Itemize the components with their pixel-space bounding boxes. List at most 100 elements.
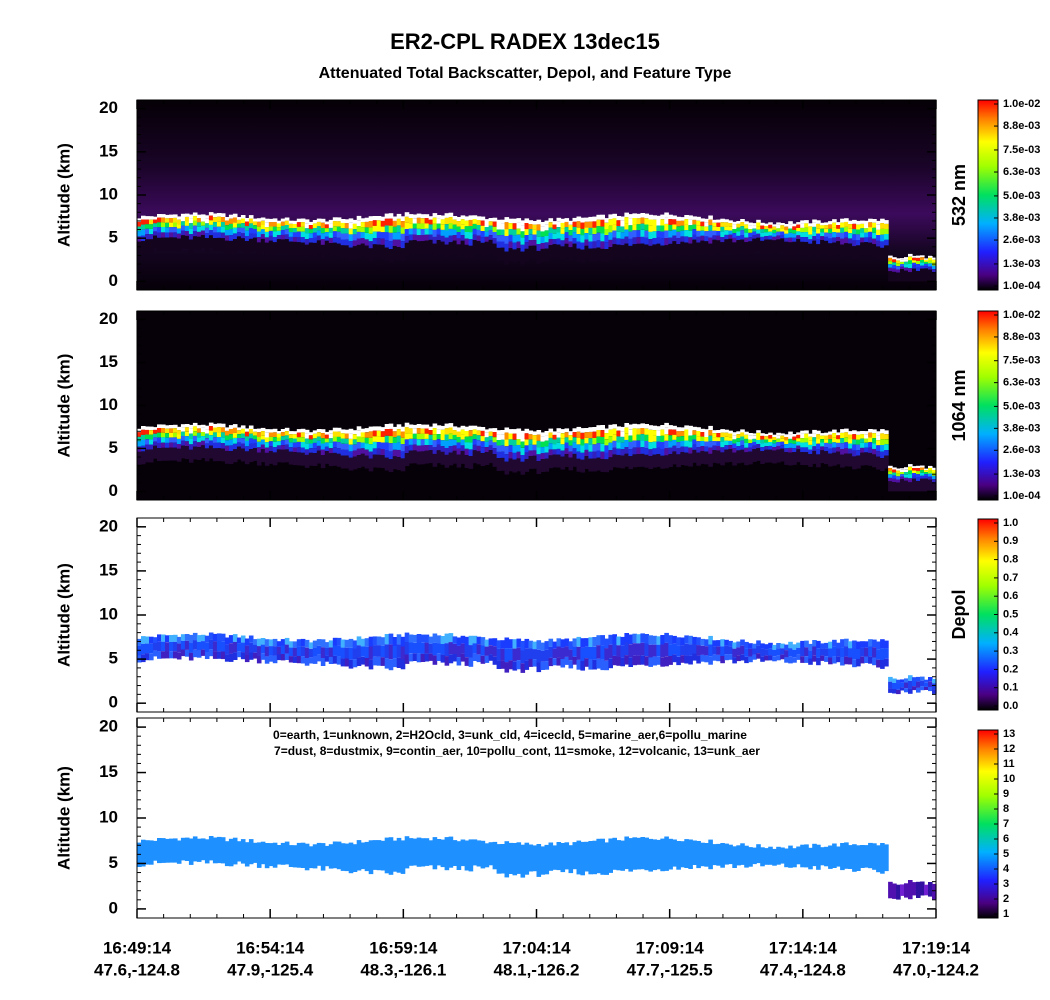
cloud-texture <box>224 435 230 441</box>
cloud-texture <box>836 241 841 255</box>
cloud-texture <box>592 234 597 242</box>
cloud-texture <box>900 687 905 691</box>
cloud-texture <box>768 446 773 450</box>
cloud-texture <box>556 842 562 871</box>
cloud-texture <box>540 459 546 472</box>
cloud-texture <box>840 227 845 233</box>
cloud-texture <box>856 455 861 469</box>
cloud-texture <box>292 656 298 663</box>
cloud-texture <box>624 212 629 218</box>
cloud-texture <box>604 242 609 249</box>
cloud-texture <box>496 452 502 459</box>
cloud-texture <box>516 428 522 433</box>
cloud-texture <box>804 647 809 657</box>
cloud-texture <box>628 838 633 872</box>
cloud-texture <box>488 221 494 226</box>
cloud-texture <box>872 433 877 439</box>
cloud-texture <box>300 638 306 647</box>
cloud-texture <box>420 218 426 224</box>
cloud-texture <box>224 445 230 451</box>
cloud-texture <box>548 239 554 246</box>
cloud-texture <box>340 222 346 229</box>
cloud-texture <box>480 220 486 226</box>
cloud-texture <box>444 656 450 666</box>
cloud-texture <box>224 637 230 645</box>
cloud-texture <box>692 229 697 235</box>
cloud-texture <box>880 433 885 440</box>
x-tick-label: 17:09:14 <box>636 938 705 957</box>
cloud-texture <box>872 438 877 444</box>
cloud-texture <box>516 439 522 445</box>
cloud-texture <box>544 458 550 472</box>
cloud-texture <box>652 225 657 232</box>
cloud-texture <box>424 234 430 241</box>
colorbar-tick-label: 0.1 <box>1003 682 1018 694</box>
cloud-texture <box>420 214 426 219</box>
cloud-texture <box>328 448 334 454</box>
cloud-texture <box>332 637 338 646</box>
cloud-texture <box>760 232 765 237</box>
colorbar-tick-label: 8.8e-03 <box>1003 120 1040 132</box>
cloud-texture <box>212 837 218 864</box>
cloud-texture <box>804 220 809 224</box>
cloud-texture <box>204 218 210 224</box>
cloud-texture <box>572 442 578 449</box>
cloud-texture <box>820 648 825 656</box>
cloud-texture <box>232 634 238 642</box>
cloud-texture <box>252 233 258 238</box>
cloud-texture <box>924 268 929 282</box>
cloud-texture <box>292 845 298 868</box>
cloud-texture <box>304 429 310 434</box>
cloud-texture <box>832 429 837 434</box>
cloud-texture <box>612 230 617 238</box>
colorbar-tick-label: 2.6e-03 <box>1003 234 1040 246</box>
cloud-texture <box>232 837 238 865</box>
cloud-texture <box>652 425 657 430</box>
cloud-texture <box>288 220 294 224</box>
cloud-texture <box>916 474 921 478</box>
cloud-texture <box>420 235 426 242</box>
cloud-texture <box>428 450 434 464</box>
cloud-texture <box>796 445 801 450</box>
cloud-texture <box>356 657 362 666</box>
cloud-texture <box>476 445 482 452</box>
cloud-texture <box>440 451 446 465</box>
cloud-texture <box>676 231 681 239</box>
cloud-texture <box>504 222 510 230</box>
cloud-texture <box>928 473 933 477</box>
cloud-texture <box>636 447 641 454</box>
cloud-texture <box>456 217 462 222</box>
cloud-texture <box>568 641 574 650</box>
cloud-texture <box>624 223 629 230</box>
cloud-texture <box>524 248 530 262</box>
cloud-texture <box>456 841 462 870</box>
cloud-texture <box>372 656 378 666</box>
cloud-texture <box>876 435 881 441</box>
cloud-texture <box>452 224 458 230</box>
cloud-texture <box>796 647 801 655</box>
cloud-texture <box>904 883 909 898</box>
cloud-texture <box>596 443 601 451</box>
cloud-texture <box>708 635 713 645</box>
cloud-texture <box>145 636 150 644</box>
cloud-texture <box>169 635 174 642</box>
cloud-texture <box>640 229 645 237</box>
cloud-texture <box>420 445 426 452</box>
cloud-texture <box>600 226 605 234</box>
cloud-texture <box>764 439 769 443</box>
cloud-texture <box>680 841 685 868</box>
cloud-texture <box>932 257 937 260</box>
cloud-texture <box>424 653 430 662</box>
cloud-texture <box>536 430 542 435</box>
cloud-texture <box>368 227 374 234</box>
colorbar-tick-label: 1.0 <box>1003 517 1018 529</box>
cloud-texture <box>336 448 342 454</box>
cloud-texture <box>700 218 705 222</box>
colorbar-tick-label: 9 <box>1003 788 1009 800</box>
cloud-texture <box>564 657 570 665</box>
cloud-texture <box>880 458 885 471</box>
colorbar-tick-label: 11 <box>1003 758 1015 770</box>
y-tick-label: 15 <box>99 141 118 160</box>
cloud-texture <box>364 227 370 233</box>
cloud-texture <box>808 230 813 235</box>
